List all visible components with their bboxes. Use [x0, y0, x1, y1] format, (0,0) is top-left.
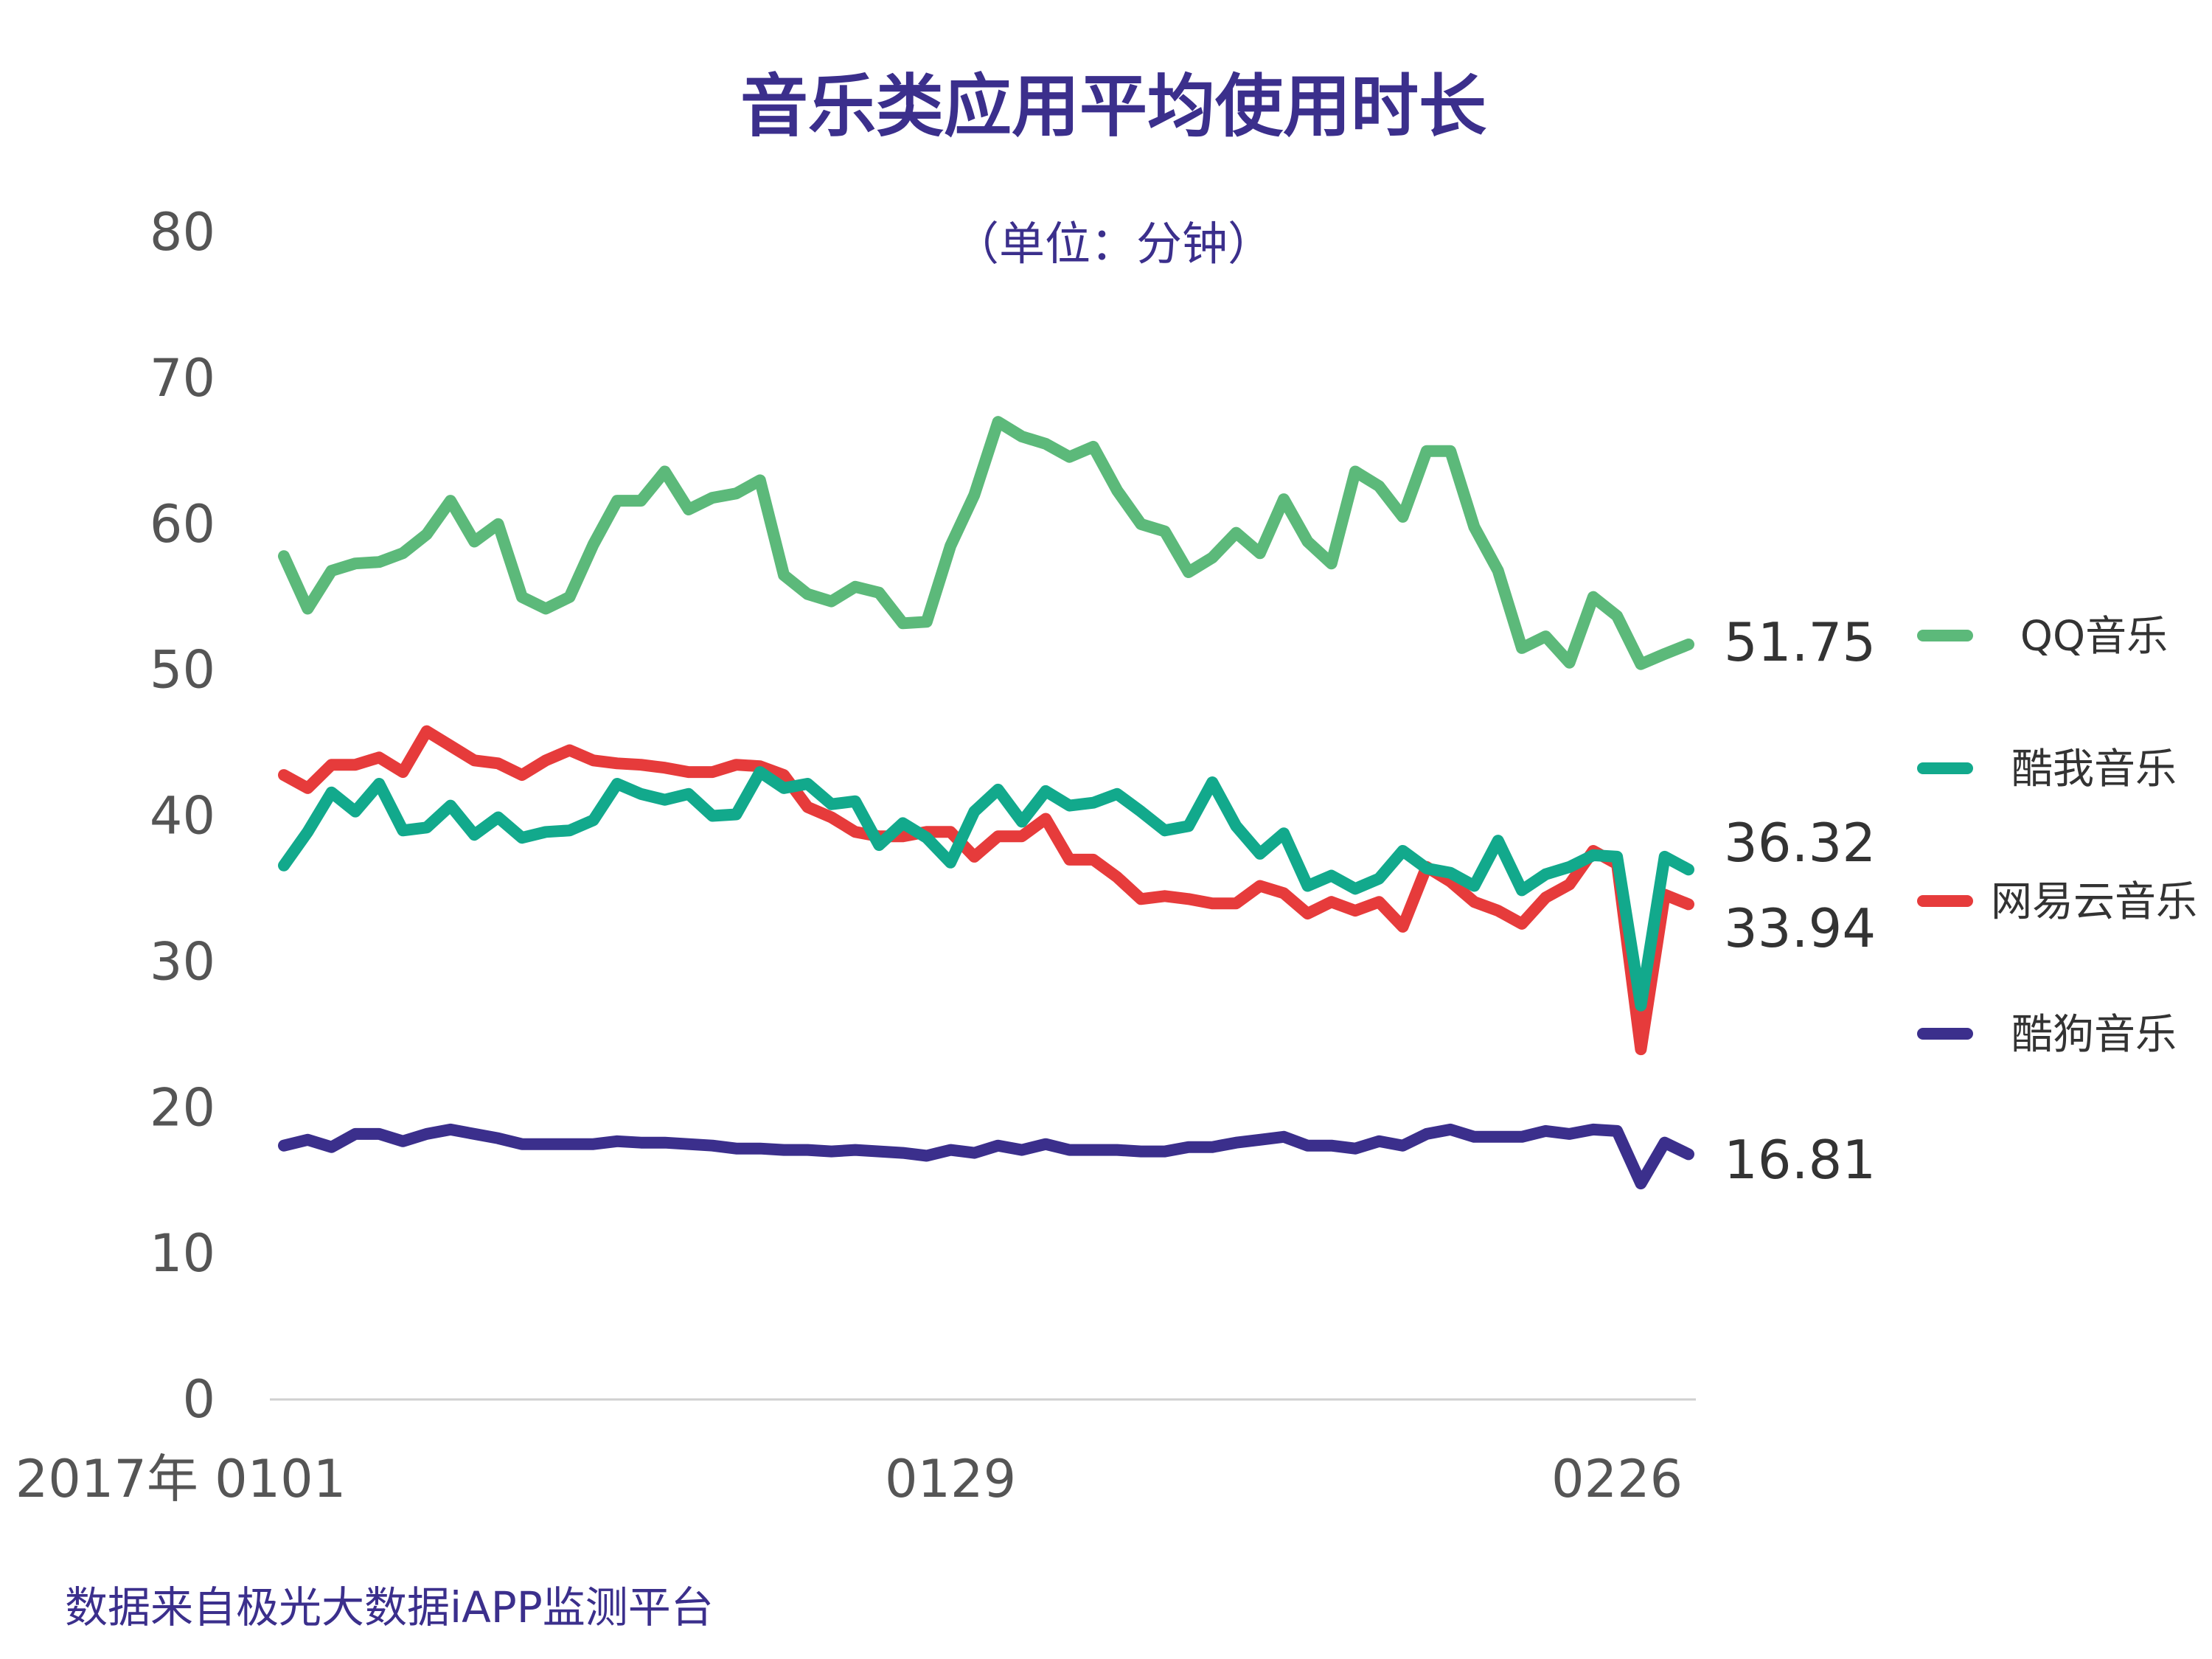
source-note: 数据来自极光大数据iAPP监测平台: [65, 1582, 714, 1632]
series-line-1: [278, 766, 1694, 1012]
x-axis: 2017年 0101 0129 0226: [15, 1449, 1683, 1509]
y-tick-label: 20: [150, 1077, 215, 1138]
series-line-0: [278, 416, 1694, 670]
y-tick-label: 60: [150, 494, 215, 554]
y-tick-label: 0: [182, 1369, 215, 1430]
series-line-3: [278, 1123, 1694, 1190]
x-tick-label: 0129: [885, 1449, 1016, 1509]
end-value-label: 51.75: [1724, 611, 1876, 673]
y-tick-label: 30: [150, 931, 215, 992]
end-value-label: 36.32: [1724, 812, 1876, 874]
x-tick-label: 0226: [1551, 1449, 1683, 1509]
y-axis: 0 10 20 30 40 50 60 70 80: [150, 202, 215, 1430]
y-tick-label: 50: [150, 640, 215, 700]
legend-label: QQ音乐: [2020, 613, 2168, 661]
y-tick-label: 70: [150, 348, 215, 408]
end-labels: 51.75 36.32 33.94 16.81: [1724, 611, 1876, 1191]
y-tick-label: 80: [150, 202, 215, 262]
chart-title: 音乐类应用平均使用时长: [740, 67, 1486, 146]
legend-label: 网易云音乐: [1991, 878, 2197, 926]
end-value-label: 16.81: [1724, 1129, 1876, 1191]
legend-label: 酷狗音乐: [2011, 1011, 2177, 1059]
end-value-label: 33.94: [1724, 897, 1876, 959]
y-tick-label: 40: [150, 786, 215, 846]
series-layer: [278, 416, 1694, 1190]
series-line-2: [278, 725, 1694, 1056]
y-tick-label: 10: [150, 1223, 215, 1284]
legend-label: 酷我音乐: [2011, 745, 2177, 793]
x-tick-label: 2017年 0101: [15, 1449, 347, 1509]
chart-subtitle: （单位：分钟）: [953, 217, 1273, 271]
